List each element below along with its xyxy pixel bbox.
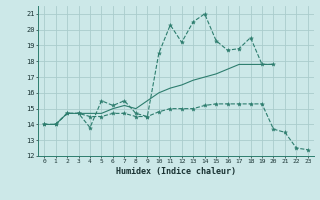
X-axis label: Humidex (Indice chaleur): Humidex (Indice chaleur) (116, 167, 236, 176)
